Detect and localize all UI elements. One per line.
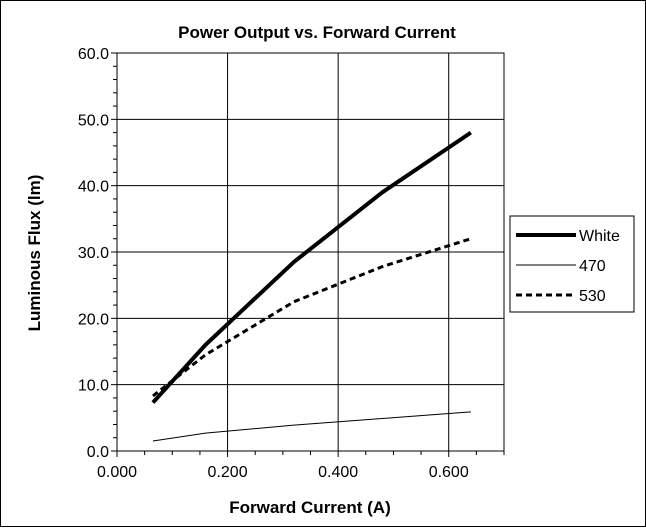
series-lines	[151, 130, 472, 442]
y-tick-label: 10.0	[78, 378, 109, 395]
chart-title: Power Output vs. Forward Current	[178, 23, 456, 42]
x-axis-label: Forward Current (A)	[229, 498, 391, 517]
x-tick-label: 0.000	[97, 464, 137, 481]
y-axis-label: Luminous Flux (lm)	[25, 175, 44, 332]
y-tick-label: 0.0	[87, 444, 109, 461]
legend-label-White: White	[579, 228, 620, 245]
axis-ticks: 0.0 10.0 20.0 30.0 40.0 50.0 60.0 0.000 0.200 0.4…	[78, 46, 505, 481]
legend-label-470: 470	[579, 258, 606, 275]
x-tick-label: 0.400	[318, 464, 358, 481]
y-tick-label: 60.0	[78, 46, 109, 63]
series-line-White	[151, 130, 472, 404]
x-tick-label: 0.200	[208, 464, 248, 481]
y-tick-label: 20.0	[78, 311, 109, 328]
x-tick-label: 0.600	[429, 464, 469, 481]
y-tick-label: 30.0	[78, 245, 109, 262]
y-tick-label: 50.0	[78, 112, 109, 129]
y-tick-label: 40.0	[78, 179, 109, 196]
legend-label-530: 530	[579, 288, 606, 305]
series-line-470	[152, 411, 471, 442]
legend: White 470 530	[509, 215, 635, 313]
series-line-530	[152, 237, 472, 398]
